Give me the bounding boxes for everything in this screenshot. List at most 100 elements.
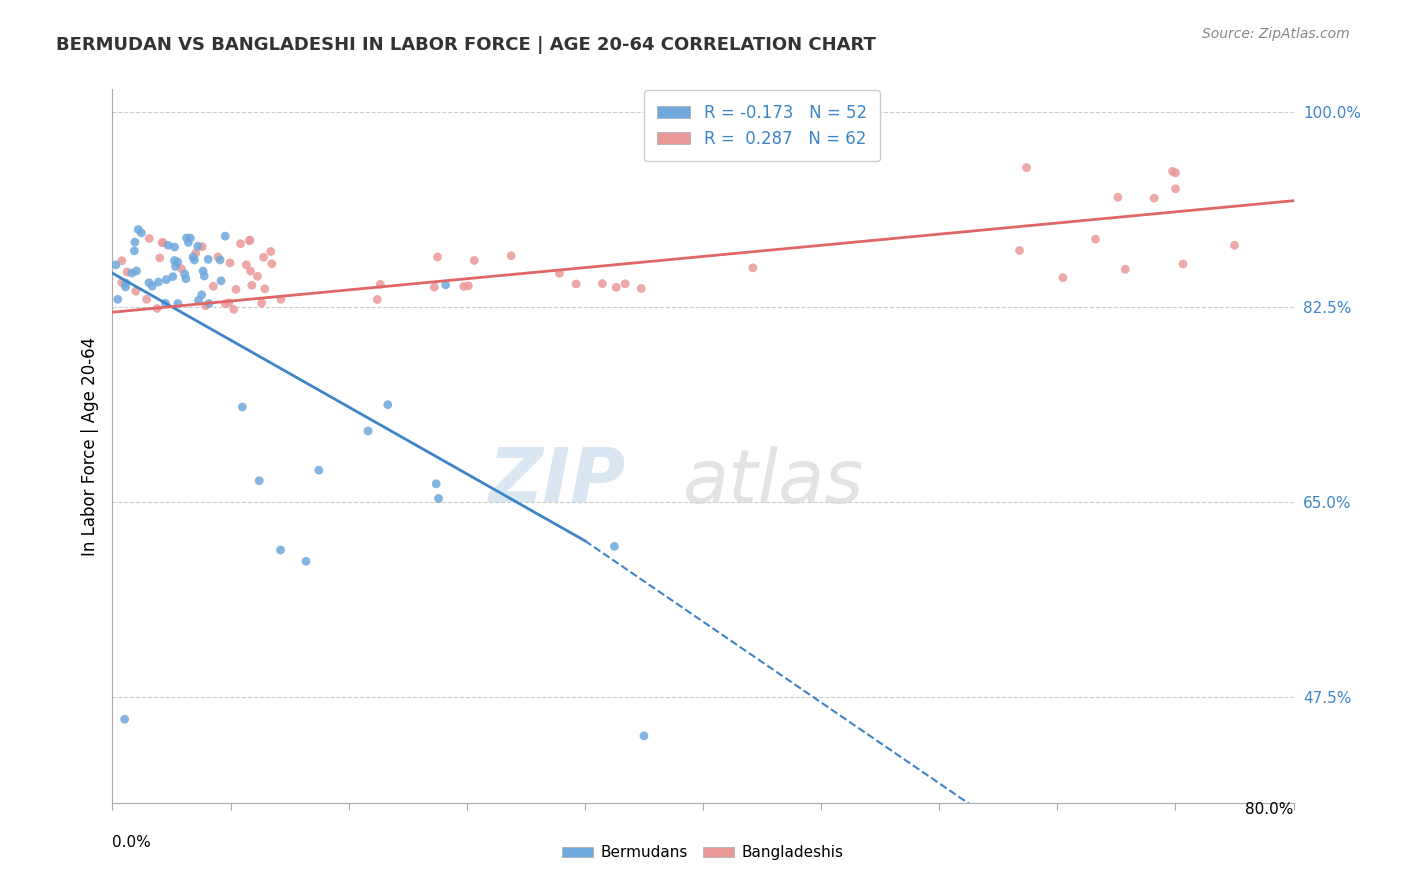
Point bbox=[222, 302, 245, 317]
Point bbox=[125, 264, 148, 278]
Point bbox=[202, 279, 225, 293]
Point bbox=[260, 257, 283, 271]
Point bbox=[155, 296, 177, 310]
Point bbox=[1052, 270, 1074, 285]
Point bbox=[270, 293, 292, 307]
Point bbox=[308, 463, 330, 477]
Point bbox=[270, 543, 292, 558]
Point bbox=[235, 258, 257, 272]
Point bbox=[181, 250, 204, 264]
Point bbox=[165, 260, 187, 274]
Point bbox=[149, 251, 172, 265]
Point bbox=[187, 239, 209, 253]
Point bbox=[501, 249, 523, 263]
Point bbox=[191, 264, 214, 278]
Point bbox=[138, 231, 160, 245]
Text: 80.0%: 80.0% bbox=[1246, 802, 1294, 816]
Point bbox=[1008, 244, 1031, 258]
Point bbox=[127, 222, 149, 236]
Point bbox=[1164, 166, 1187, 180]
Point bbox=[614, 277, 637, 291]
Point bbox=[187, 293, 209, 308]
Point bbox=[183, 252, 205, 267]
Point bbox=[548, 266, 571, 280]
Point bbox=[167, 296, 190, 310]
Point bbox=[115, 265, 138, 279]
Point bbox=[1171, 257, 1194, 271]
Point bbox=[111, 276, 134, 290]
Point bbox=[170, 261, 193, 276]
Point bbox=[157, 238, 180, 252]
Point bbox=[124, 244, 146, 258]
Point bbox=[425, 476, 447, 491]
Point bbox=[253, 282, 276, 296]
Point bbox=[162, 269, 184, 284]
Point bbox=[198, 296, 221, 310]
Point bbox=[1164, 182, 1187, 196]
Point bbox=[107, 293, 129, 307]
Point bbox=[231, 400, 253, 414]
Point bbox=[434, 277, 457, 292]
Point bbox=[209, 274, 232, 288]
Point bbox=[565, 277, 588, 291]
Point bbox=[176, 231, 198, 245]
Point bbox=[184, 246, 207, 260]
Point bbox=[214, 297, 236, 311]
Point bbox=[214, 229, 236, 244]
Point bbox=[155, 272, 177, 286]
Point bbox=[179, 231, 201, 245]
Point bbox=[141, 279, 163, 293]
Point bbox=[260, 244, 283, 259]
Point bbox=[463, 253, 485, 268]
Point bbox=[193, 268, 215, 283]
Text: BERMUDAN VS BANGLADESHI IN LABOR FORCE | AGE 20-64 CORRELATION CHART: BERMUDAN VS BANGLADESHI IN LABOR FORCE |… bbox=[56, 36, 876, 54]
Point bbox=[225, 282, 247, 296]
Point bbox=[121, 266, 143, 280]
Point bbox=[166, 255, 188, 269]
Point bbox=[457, 278, 479, 293]
Point bbox=[239, 264, 262, 278]
Point bbox=[250, 296, 273, 310]
Point bbox=[114, 280, 136, 294]
Point bbox=[1015, 161, 1038, 175]
Point bbox=[219, 256, 242, 270]
Point bbox=[148, 275, 170, 289]
Point bbox=[246, 269, 269, 284]
Point bbox=[1161, 164, 1184, 178]
Point bbox=[426, 250, 449, 264]
Text: 0.0%: 0.0% bbox=[112, 836, 152, 850]
Y-axis label: In Labor Force | Age 20-64: In Labor Force | Age 20-64 bbox=[80, 336, 98, 556]
Point bbox=[1107, 190, 1129, 204]
Point bbox=[190, 288, 212, 302]
Point bbox=[173, 267, 195, 281]
Point bbox=[138, 276, 160, 290]
Point bbox=[239, 234, 262, 248]
Point bbox=[114, 712, 136, 726]
Point bbox=[150, 235, 173, 250]
Point bbox=[1114, 262, 1136, 277]
Point bbox=[742, 260, 765, 275]
Point bbox=[229, 236, 252, 251]
Point bbox=[146, 301, 169, 316]
Point bbox=[239, 233, 262, 247]
Point bbox=[111, 253, 134, 268]
Point bbox=[177, 235, 200, 250]
Point bbox=[191, 240, 214, 254]
Point bbox=[163, 253, 186, 268]
Point bbox=[163, 240, 186, 254]
Point bbox=[207, 250, 229, 264]
Point bbox=[247, 474, 270, 488]
Point bbox=[104, 258, 127, 272]
Point bbox=[240, 278, 263, 293]
Point bbox=[427, 491, 450, 506]
Point bbox=[252, 250, 274, 264]
Point bbox=[357, 424, 380, 438]
Point bbox=[368, 277, 391, 292]
Point bbox=[209, 252, 232, 267]
Point bbox=[1084, 232, 1107, 246]
Point bbox=[124, 235, 146, 249]
Point bbox=[603, 539, 626, 553]
Point bbox=[366, 293, 388, 307]
Point bbox=[591, 277, 613, 291]
Point bbox=[218, 295, 240, 310]
